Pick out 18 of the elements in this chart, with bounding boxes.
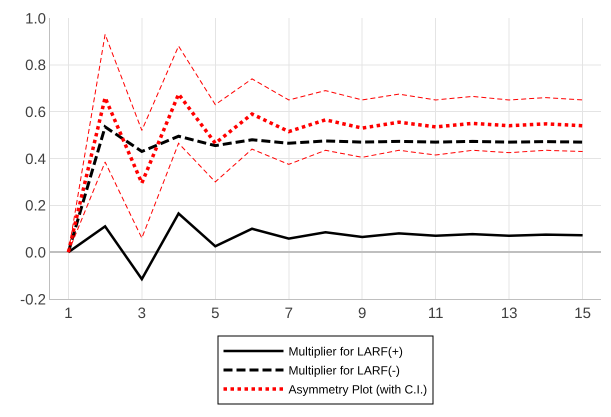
x-tick-label: 13 [500, 305, 518, 322]
legend-label: Multiplier for LARF(-) [288, 364, 400, 378]
legend-label: Asymmetry Plot (with C.I.) [288, 382, 428, 397]
y-tick-label: -0.2 [20, 291, 46, 308]
x-tick-label: 1 [64, 305, 73, 322]
legend-label: Multiplier for LARF(+) [288, 344, 403, 359]
x-tick-label: 9 [358, 305, 366, 322]
x-tick-label: 7 [284, 305, 293, 322]
x-tick-label: 11 [428, 305, 444, 322]
y-tick-label: 0.8 [25, 57, 46, 74]
y-tick-label: 0.6 [25, 104, 46, 121]
y-tick-label: 1.0 [25, 10, 46, 28]
y-tick-label: 0.4 [25, 150, 46, 168]
y-tick-label: 0.0 [25, 244, 46, 262]
x-tick-label: 15 [574, 305, 591, 322]
x-tick-label: 5 [211, 305, 220, 322]
y-tick-label: 0.2 [25, 198, 46, 215]
x-tick-label: 3 [138, 305, 146, 322]
